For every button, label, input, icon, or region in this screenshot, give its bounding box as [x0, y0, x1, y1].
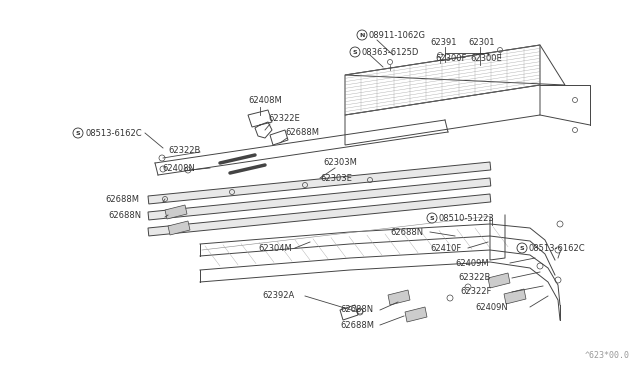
- Text: 62322B: 62322B: [168, 145, 200, 154]
- Text: 62322B: 62322B: [458, 273, 490, 282]
- Text: 08911-1062G: 08911-1062G: [369, 31, 426, 39]
- Text: 62301: 62301: [468, 38, 495, 46]
- Text: 62322E: 62322E: [268, 113, 300, 122]
- Text: S: S: [520, 246, 524, 250]
- Text: 62409M: 62409M: [455, 259, 488, 267]
- Polygon shape: [148, 178, 491, 220]
- Polygon shape: [488, 273, 510, 288]
- Text: 62688N: 62688N: [340, 305, 373, 314]
- Text: S: S: [429, 215, 435, 221]
- Polygon shape: [168, 221, 190, 235]
- Text: 62304M: 62304M: [258, 244, 292, 253]
- Text: 62688N: 62688N: [108, 211, 141, 219]
- Text: 62408M: 62408M: [248, 96, 282, 105]
- Polygon shape: [504, 289, 526, 304]
- Text: 62303E: 62303E: [320, 173, 352, 183]
- Text: 62391: 62391: [430, 38, 456, 46]
- Polygon shape: [148, 194, 491, 236]
- Text: 62300E: 62300E: [470, 54, 502, 62]
- Text: 62688M: 62688M: [340, 321, 374, 330]
- Text: 08363-6125D: 08363-6125D: [362, 48, 419, 57]
- Polygon shape: [148, 162, 491, 204]
- Text: 62409N: 62409N: [475, 302, 508, 311]
- Text: 62688M: 62688M: [105, 195, 139, 203]
- Text: N: N: [359, 32, 365, 38]
- Text: 62410F: 62410F: [430, 244, 461, 253]
- Text: 62392A: 62392A: [262, 292, 294, 301]
- Text: 62688N: 62688N: [390, 228, 423, 237]
- Text: 62303M: 62303M: [323, 157, 357, 167]
- Polygon shape: [388, 290, 410, 305]
- Text: 62322F: 62322F: [460, 288, 492, 296]
- Text: 08513-6162C: 08513-6162C: [529, 244, 586, 253]
- Polygon shape: [405, 307, 427, 322]
- Polygon shape: [165, 205, 187, 219]
- Text: 08513-6162C: 08513-6162C: [85, 128, 141, 138]
- Text: 62688M: 62688M: [285, 128, 319, 137]
- Text: S: S: [76, 131, 80, 135]
- Text: 62408N: 62408N: [162, 164, 195, 173]
- Text: ^623*00.0: ^623*00.0: [585, 351, 630, 360]
- Text: 62300F: 62300F: [435, 54, 467, 62]
- Text: S: S: [353, 49, 357, 55]
- Text: 08510-51223: 08510-51223: [439, 214, 495, 222]
